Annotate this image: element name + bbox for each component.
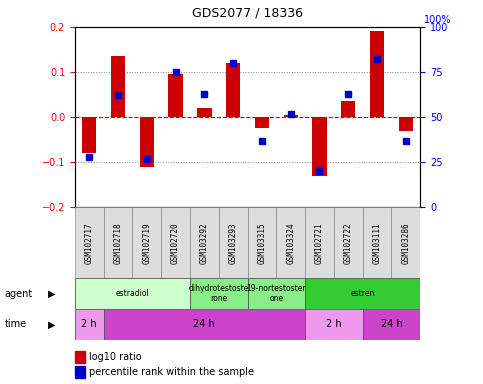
Text: 24 h: 24 h: [381, 319, 402, 329]
Bar: [391, 207, 420, 278]
Bar: [247, 278, 305, 309]
Text: 24 h: 24 h: [194, 319, 215, 329]
Text: estren: estren: [351, 289, 375, 298]
Text: GSM102717: GSM102717: [85, 222, 94, 264]
Text: dihydrotestoste
rone: dihydrotestoste rone: [188, 284, 249, 303]
Bar: [284, 115, 298, 117]
Bar: [370, 31, 384, 117]
Bar: [305, 309, 363, 340]
Bar: [75, 309, 104, 340]
Bar: [219, 207, 247, 278]
Text: GSM103293: GSM103293: [228, 222, 238, 264]
Text: GSM103324: GSM103324: [286, 222, 295, 264]
Bar: [111, 56, 125, 117]
Bar: [104, 309, 305, 340]
Bar: [398, 117, 413, 131]
Text: GSM102720: GSM102720: [171, 222, 180, 264]
Bar: [104, 207, 132, 278]
Text: GSM102722: GSM102722: [344, 222, 353, 264]
Text: 2 h: 2 h: [326, 319, 341, 329]
Bar: [247, 207, 276, 278]
Text: GSM102719: GSM102719: [142, 222, 151, 264]
Text: log10 ratio: log10 ratio: [89, 352, 142, 362]
Bar: [169, 74, 183, 117]
Text: 19-nortestoster
one: 19-nortestoster one: [246, 284, 306, 303]
Text: 2 h: 2 h: [82, 319, 97, 329]
Bar: [190, 207, 219, 278]
Bar: [305, 207, 334, 278]
Bar: [334, 207, 363, 278]
Text: GSM103286: GSM103286: [401, 222, 411, 264]
Text: ▶: ▶: [48, 319, 56, 329]
Text: 100%: 100%: [424, 15, 451, 25]
Bar: [161, 207, 190, 278]
Bar: [190, 278, 247, 309]
Bar: [363, 207, 391, 278]
Bar: [140, 117, 154, 167]
Bar: [363, 309, 420, 340]
Text: GSM103292: GSM103292: [200, 222, 209, 264]
Bar: [313, 117, 327, 176]
Text: GDS2077 / 18336: GDS2077 / 18336: [192, 6, 303, 19]
Bar: [276, 207, 305, 278]
Text: estradiol: estradiol: [115, 289, 149, 298]
Bar: [82, 117, 97, 153]
Bar: [305, 278, 420, 309]
Text: time: time: [5, 319, 27, 329]
Text: GSM103315: GSM103315: [257, 222, 267, 264]
Text: GSM102718: GSM102718: [114, 222, 123, 264]
Bar: [75, 278, 190, 309]
Bar: [226, 63, 241, 117]
Bar: [341, 101, 355, 117]
Text: GSM102721: GSM102721: [315, 222, 324, 264]
Text: percentile rank within the sample: percentile rank within the sample: [89, 367, 255, 377]
Bar: [75, 207, 104, 278]
Bar: [197, 108, 212, 117]
Text: agent: agent: [5, 289, 33, 299]
Bar: [132, 207, 161, 278]
Bar: [255, 117, 269, 128]
Text: ▶: ▶: [48, 289, 56, 299]
Text: GSM103111: GSM103111: [372, 222, 382, 264]
